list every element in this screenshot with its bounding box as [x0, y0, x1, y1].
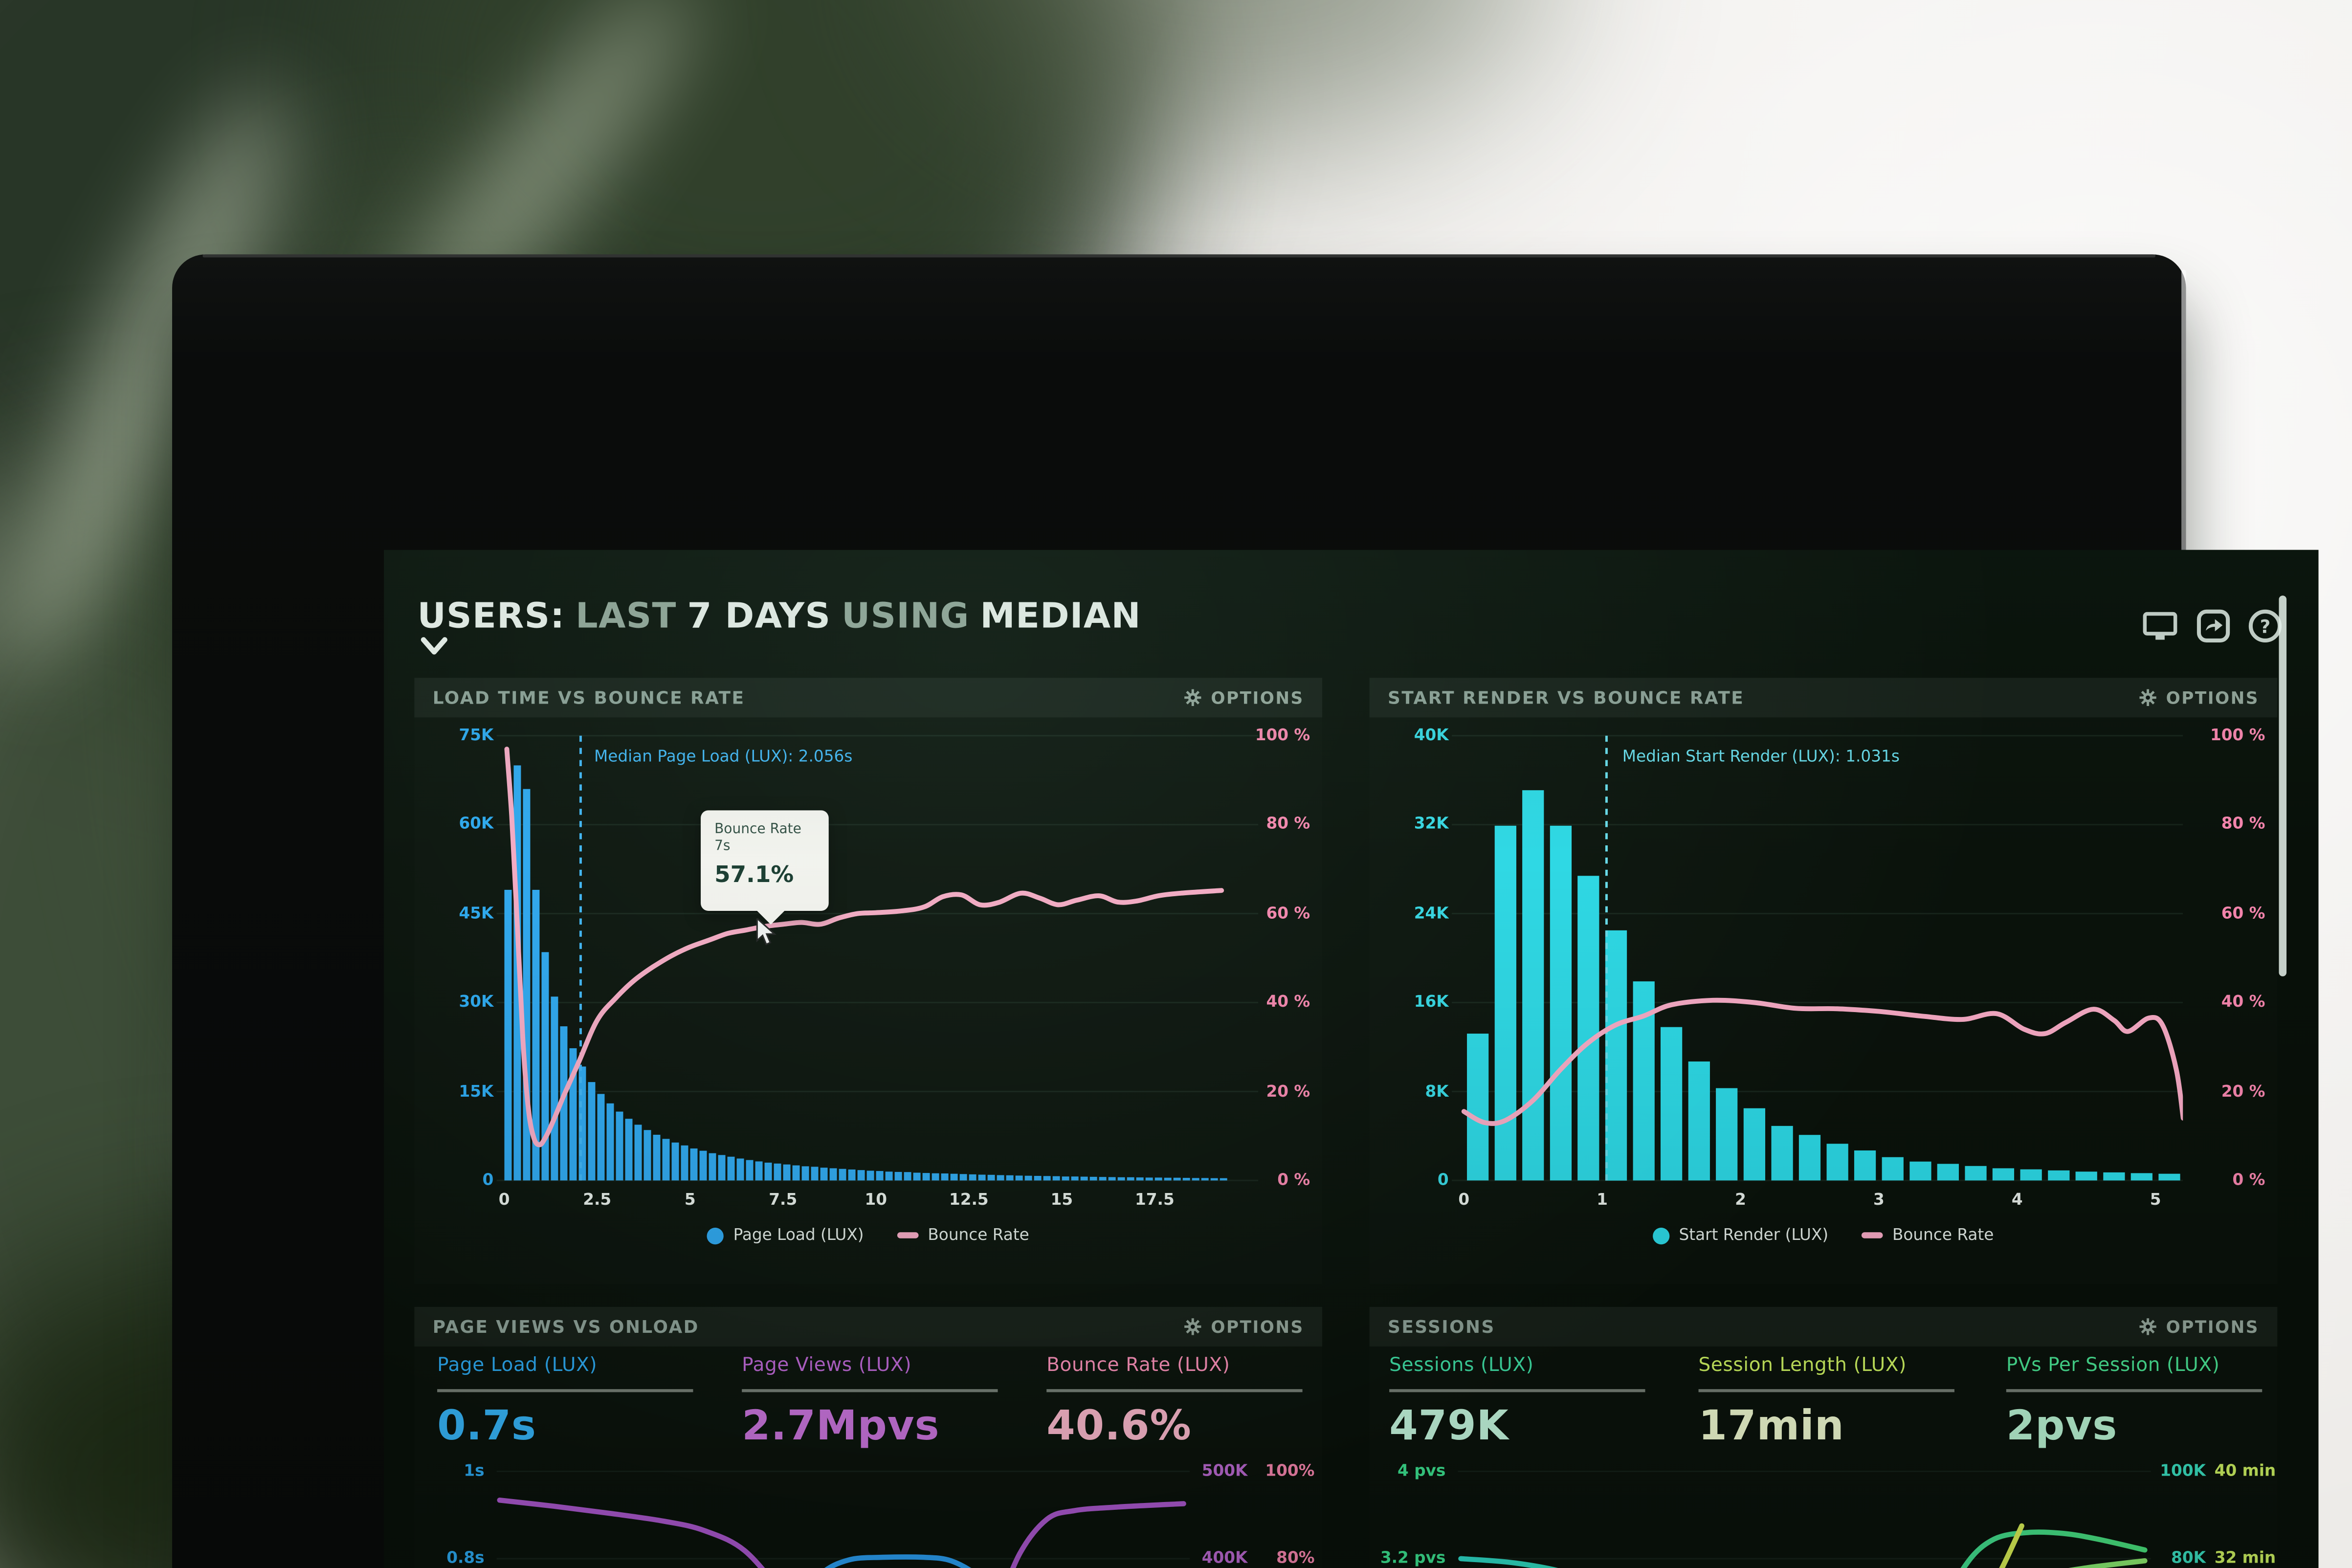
median-annotation: Median Start Render (LUX): 1.031s — [1622, 748, 1900, 766]
x-axis-labels: 0 2.5 5 7.5 10 12.5 15 17.5 — [498, 1191, 1175, 1210]
title-days: 7 DAYS — [687, 597, 831, 637]
metric-sessions: Sessions (LUX) 479K — [1389, 1352, 1666, 1450]
panel-sessions: SESSIONS OPTIONS Sessions (LUX) 479K Ses… — [1369, 1306, 2278, 1568]
panel-header: LOAD TIME VS BOUNCE RATE OPTIONS — [414, 678, 1323, 718]
tooltip-x-value: 7s — [714, 839, 731, 855]
metric-value: 2pvs — [2006, 1403, 2118, 1450]
metric-label: Sessions (LUX) — [1389, 1352, 1534, 1376]
metric-label: Bounce Rate (LUX) — [1046, 1352, 1230, 1376]
panel-header: START RENDER VS BOUNCE RATE OPTIONS — [1369, 678, 2278, 718]
share-icon[interactable] — [2197, 609, 2230, 643]
title-users: USERS: — [417, 597, 565, 637]
tooltip-value: 57.1% — [714, 861, 794, 888]
metric-label: Session Length (LUX) — [1698, 1352, 1907, 1376]
scrollbar-thumb[interactable] — [2279, 596, 2287, 976]
metric-page-views: Page Views (LUX) 2.7Mpvs — [742, 1352, 1019, 1450]
metric-label: PVs Per Session (LUX) — [2006, 1352, 2220, 1376]
display-icon[interactable] — [2142, 609, 2178, 643]
legend-item: Bounce Rate — [1862, 1226, 1994, 1244]
panel-start-render-vs-bounce-rate: START RENDER VS BOUNCE RATE OPTIONS 40K 3… — [1369, 678, 2278, 1284]
dashboard-screen: USERS: LAST 7 DAYS USING MEDIAN ? LOAD TIME … — [384, 550, 2319, 1568]
median-annotation: Median Page Load (LUX): 2.056s — [594, 748, 853, 766]
metric-label: Page Views (LUX) — [742, 1352, 912, 1376]
metric-value: 0.7s — [437, 1403, 536, 1450]
metric-bounce-rate: Bounce Rate (LUX) 40.6% — [1046, 1352, 1324, 1450]
users-range-dropdown[interactable]: USERS: LAST 7 DAYS USING MEDIAN — [418, 597, 1152, 655]
panel-page-views-vs-onload: PAGE VIEWS VS ONLOAD OPTIONS Page Load (… — [414, 1306, 1324, 1568]
title-last: LAST — [576, 597, 677, 637]
options-button[interactable]: OPTIONS — [2139, 1317, 2259, 1337]
panel-title: PAGE VIEWS VS ONLOAD — [432, 1316, 699, 1338]
title-median: MEDIAN — [980, 597, 1141, 637]
svg-text:?: ? — [2260, 616, 2271, 637]
panel-load-time-vs-bounce-rate: LOAD TIME VS BOUNCE RATE OPTIONS 75K 60K 4… — [414, 678, 1323, 1284]
legend-item: Start Render (LUX) — [1653, 1226, 1828, 1244]
chevron-down-icon — [421, 637, 447, 655]
metric-value: 17min — [1698, 1403, 1844, 1450]
metric-value: 479K — [1389, 1403, 1509, 1450]
title-using: USING — [842, 597, 970, 637]
gear-icon — [2139, 1318, 2156, 1335]
mouse-cursor-icon — [756, 918, 777, 946]
legend-item: Bounce Rate — [897, 1226, 1029, 1244]
panel-title: START RENDER VS BOUNCE RATE — [1388, 687, 1745, 708]
options-button[interactable]: OPTIONS — [1183, 1317, 1304, 1337]
panel-header: SESSIONS OPTIONS — [1369, 1306, 2278, 1347]
metric-pvs-per-session: PVs Per Session (LUX) 2pvs — [2006, 1352, 2284, 1450]
metric-value: 2.7Mpvs — [742, 1403, 940, 1450]
tooltip-series: Bounce Rate — [714, 822, 801, 838]
help-icon[interactable]: ? — [2248, 609, 2282, 643]
chart-legend[interactable]: Page Load (LUX) Bounce Rate — [414, 1226, 1322, 1244]
legend-item: Page Load (LUX) — [707, 1226, 864, 1244]
start-render-chart-plot[interactable] — [1451, 727, 2183, 1187]
gear-icon — [1184, 1318, 1201, 1335]
top-bar: USERS: LAST 7 DAYS USING MEDIAN ? — [418, 597, 2282, 655]
panel-title: LOAD TIME VS BOUNCE RATE — [432, 687, 745, 708]
metric-session-length: Session Length (LUX) 17min — [1698, 1352, 1976, 1450]
bounce-rate-tooltip: Bounce Rate 7s 57.1% — [701, 810, 829, 925]
gear-icon — [2139, 689, 2156, 706]
page-views-chart-plot[interactable] — [496, 1449, 1190, 1568]
chart-legend[interactable]: Start Render (LUX) Bounce Rate — [1370, 1226, 2278, 1244]
sessions-chart-plot[interactable] — [1458, 1449, 2151, 1568]
options-button[interactable]: OPTIONS — [1183, 688, 1304, 707]
options-button[interactable]: OPTIONS — [2139, 688, 2259, 707]
gear-icon — [1184, 689, 1201, 706]
metric-label: Page Load (LUX) — [437, 1352, 598, 1376]
panel-header: PAGE VIEWS VS ONLOAD OPTIONS — [414, 1306, 1323, 1347]
load-time-chart-plot[interactable] — [496, 727, 1259, 1187]
metric-value: 40.6% — [1046, 1403, 1192, 1450]
panel-title: SESSIONS — [1388, 1316, 1495, 1338]
metric-page-load: Page Load (LUX) 0.7s — [437, 1352, 714, 1450]
